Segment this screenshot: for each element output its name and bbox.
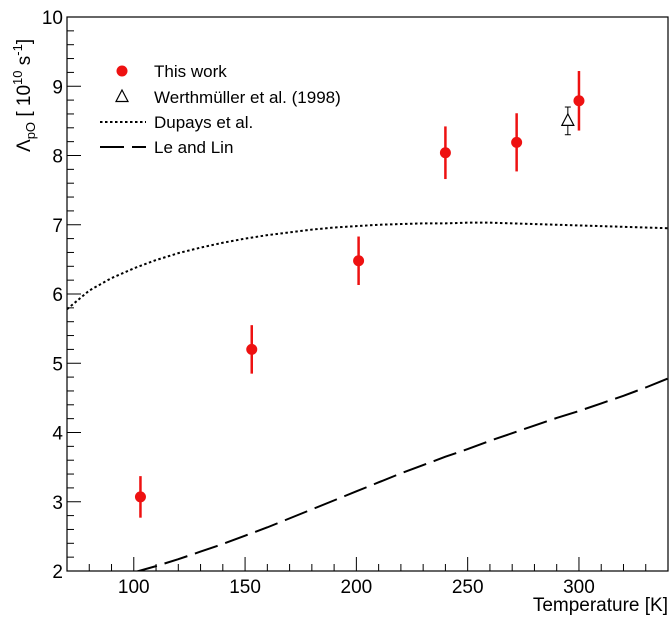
- series-line-2: [67, 221, 668, 310]
- data-point: [511, 136, 523, 148]
- data-point: [134, 491, 146, 503]
- y-tick-label: 4: [52, 424, 63, 445]
- y-tick-label: 3: [52, 493, 63, 514]
- series-line-3: [135, 377, 668, 571]
- x-tick-label: 250: [452, 577, 484, 598]
- y-tick-label: 6: [52, 285, 63, 306]
- y-tick-label: 7: [52, 216, 63, 237]
- legend-circle-marker: [116, 65, 128, 77]
- legend-label: Werthmüller et al. (1998): [154, 88, 341, 107]
- data-point: [573, 95, 585, 107]
- y-tick-label: 5: [52, 354, 63, 375]
- y-axis-title: ΛpO [ 1010 s-1]: [10, 39, 38, 152]
- data-point: [439, 147, 451, 159]
- x-tick-label: 100: [118, 577, 150, 598]
- x-tick-label: 300: [563, 577, 595, 598]
- legend-label: Le and Lin: [154, 138, 233, 157]
- legend-triangle-marker: [115, 88, 129, 103]
- data-point: [353, 255, 365, 267]
- x-tick-label: 200: [341, 577, 373, 598]
- legend: This work Werthmüller et al. (1998) Dupays…: [100, 62, 341, 157]
- x-tick-label: 150: [229, 577, 261, 598]
- legend-label: Dupays et al.: [154, 113, 253, 132]
- y-tick-label: 9: [52, 77, 63, 98]
- y-tick-label: 10: [42, 8, 63, 29]
- y-tick-label: 2: [52, 562, 63, 583]
- y-tick-label: 8: [52, 147, 63, 168]
- legend-label: This work: [154, 62, 227, 81]
- x-axis-title: Temperature [K]: [533, 595, 668, 616]
- data-point: [246, 343, 258, 355]
- data-point-triangle: [560, 112, 575, 126]
